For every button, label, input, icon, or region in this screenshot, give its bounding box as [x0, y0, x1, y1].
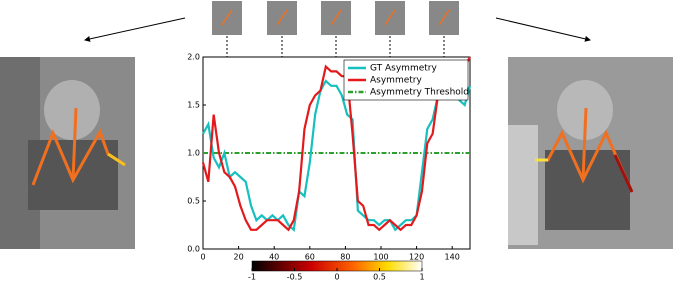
colorbar-tick-label: 0: [334, 273, 339, 282]
left-photo: [0, 57, 135, 249]
legend-label: Asymmetry: [370, 76, 422, 86]
y-tick-label: 1.5: [187, 101, 200, 110]
y-tick-label: 0.0: [187, 245, 200, 254]
y-tick-label: 2.0: [187, 53, 200, 62]
colorbar-tick-label: 1: [419, 273, 424, 282]
thumbnails: [84, 1, 591, 57]
x-tick-label: 120: [409, 253, 424, 262]
x-tick-label: 80: [340, 253, 350, 262]
series-line: [201, 56, 471, 232]
colorbar-tick-label: 0.5: [373, 273, 386, 282]
colorbar-tick-label: -0.5: [287, 273, 303, 282]
series-line: [202, 79, 472, 233]
y-tick-label: 1.0: [187, 149, 200, 158]
colorbar-tick-label: -1: [248, 273, 256, 282]
y-tick-label: 0.5: [187, 197, 200, 206]
legend: GT Asymmetry Asymmetry Asymmetry Threshold: [343, 59, 469, 101]
x-tick-label: 60: [305, 253, 315, 262]
legend-label: Asymmetry Threshold: [370, 88, 469, 98]
legend-label: GT Asymmetry: [370, 64, 437, 74]
x-tick-label: 20: [234, 253, 244, 262]
x-tick-label: 40: [269, 253, 279, 262]
x-tick-label: 140: [445, 253, 460, 262]
right-photo: [508, 57, 673, 249]
x-tick-label: 0: [200, 253, 205, 262]
x-tick-label: 100: [373, 253, 388, 262]
